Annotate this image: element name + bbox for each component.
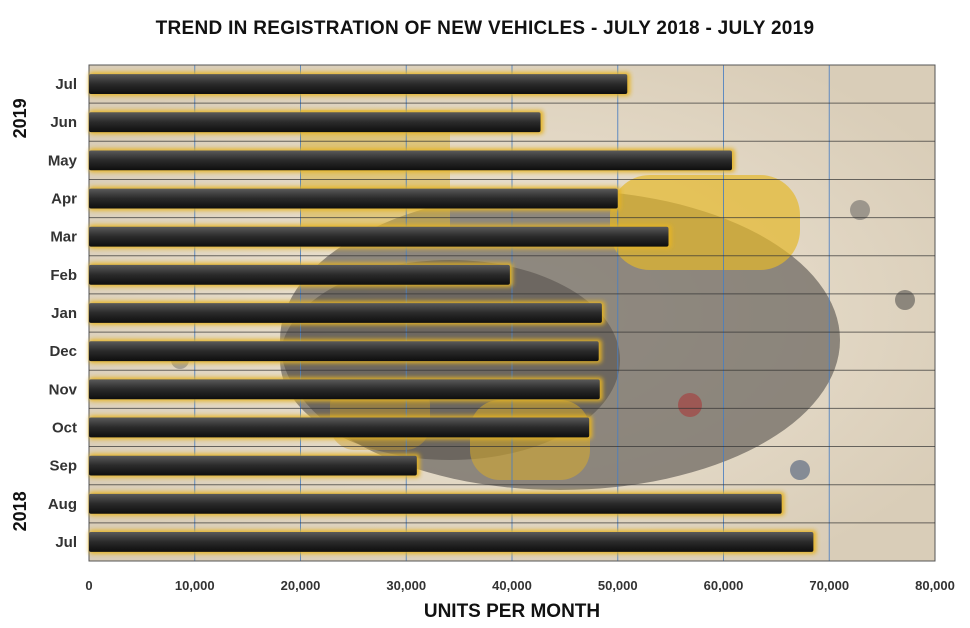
x-tick-label: 70,000 xyxy=(809,578,849,593)
x-tick-label: 10,000 xyxy=(175,578,215,593)
bar xyxy=(89,110,544,135)
bar-body xyxy=(89,455,417,476)
bar-body xyxy=(89,74,628,94)
category-labels: Jul Aug Sep Oct Nov Dec Jan Feb Mar Apr May Jun Jul xyxy=(48,76,78,551)
bar-body xyxy=(89,226,669,247)
category-label: Jul xyxy=(55,534,77,551)
bar xyxy=(89,339,602,364)
year-group-labels: 2018 2019 xyxy=(10,98,30,531)
bar-body xyxy=(89,532,814,552)
bar-body xyxy=(89,493,782,514)
category-label: May xyxy=(48,152,78,169)
category-label: Aug xyxy=(48,496,77,513)
x-tick-label: 60,000 xyxy=(704,578,744,593)
category-label: Sep xyxy=(49,458,77,475)
bar-body xyxy=(89,379,600,400)
category-label: Jun xyxy=(50,114,77,131)
bar xyxy=(89,301,605,325)
x-tick-label: 40,000 xyxy=(492,578,532,593)
x-tick-label: 20,000 xyxy=(281,578,321,593)
bar xyxy=(89,186,621,211)
category-label: Jan xyxy=(51,305,77,322)
x-tick-label: 30,000 xyxy=(386,578,426,593)
bars-group xyxy=(89,72,817,554)
category-label: Oct xyxy=(52,419,77,436)
category-label: Jul xyxy=(55,76,77,93)
bar-body xyxy=(89,417,590,438)
bar-body xyxy=(89,150,732,171)
x-tick-label: 80,000 xyxy=(915,578,955,593)
bar-body xyxy=(89,188,618,209)
bar xyxy=(89,224,672,249)
bar xyxy=(89,530,817,554)
bar xyxy=(89,148,735,173)
bar-body xyxy=(89,264,510,285)
bar xyxy=(89,453,420,478)
bar-body xyxy=(89,303,602,323)
bar xyxy=(89,72,631,96)
x-tick-label: 50,000 xyxy=(598,578,638,593)
category-label: Apr xyxy=(51,191,77,208)
bar xyxy=(89,415,593,440)
bar xyxy=(89,262,513,287)
category-label: Feb xyxy=(50,267,77,284)
bar-body xyxy=(89,112,541,133)
chart-title: TREND IN REGISTRATION OF NEW VEHICLES - … xyxy=(155,18,815,39)
bar xyxy=(89,377,603,402)
bar-body xyxy=(89,341,599,362)
category-label: Dec xyxy=(49,343,77,360)
x-axis-title: UNITS PER MONTH xyxy=(424,601,600,622)
year-label: 2019 xyxy=(10,98,30,138)
row-separators xyxy=(89,102,935,524)
year-label: 2018 xyxy=(10,491,30,531)
x-tick-label: 0 xyxy=(85,578,92,593)
category-label: Nov xyxy=(49,381,78,398)
x-axis-tick-labels: 0 10,000 20,000 30,000 40,000 50,000 60,000 70,… xyxy=(85,578,955,593)
bar xyxy=(89,491,785,516)
category-label: Mar xyxy=(50,229,77,246)
